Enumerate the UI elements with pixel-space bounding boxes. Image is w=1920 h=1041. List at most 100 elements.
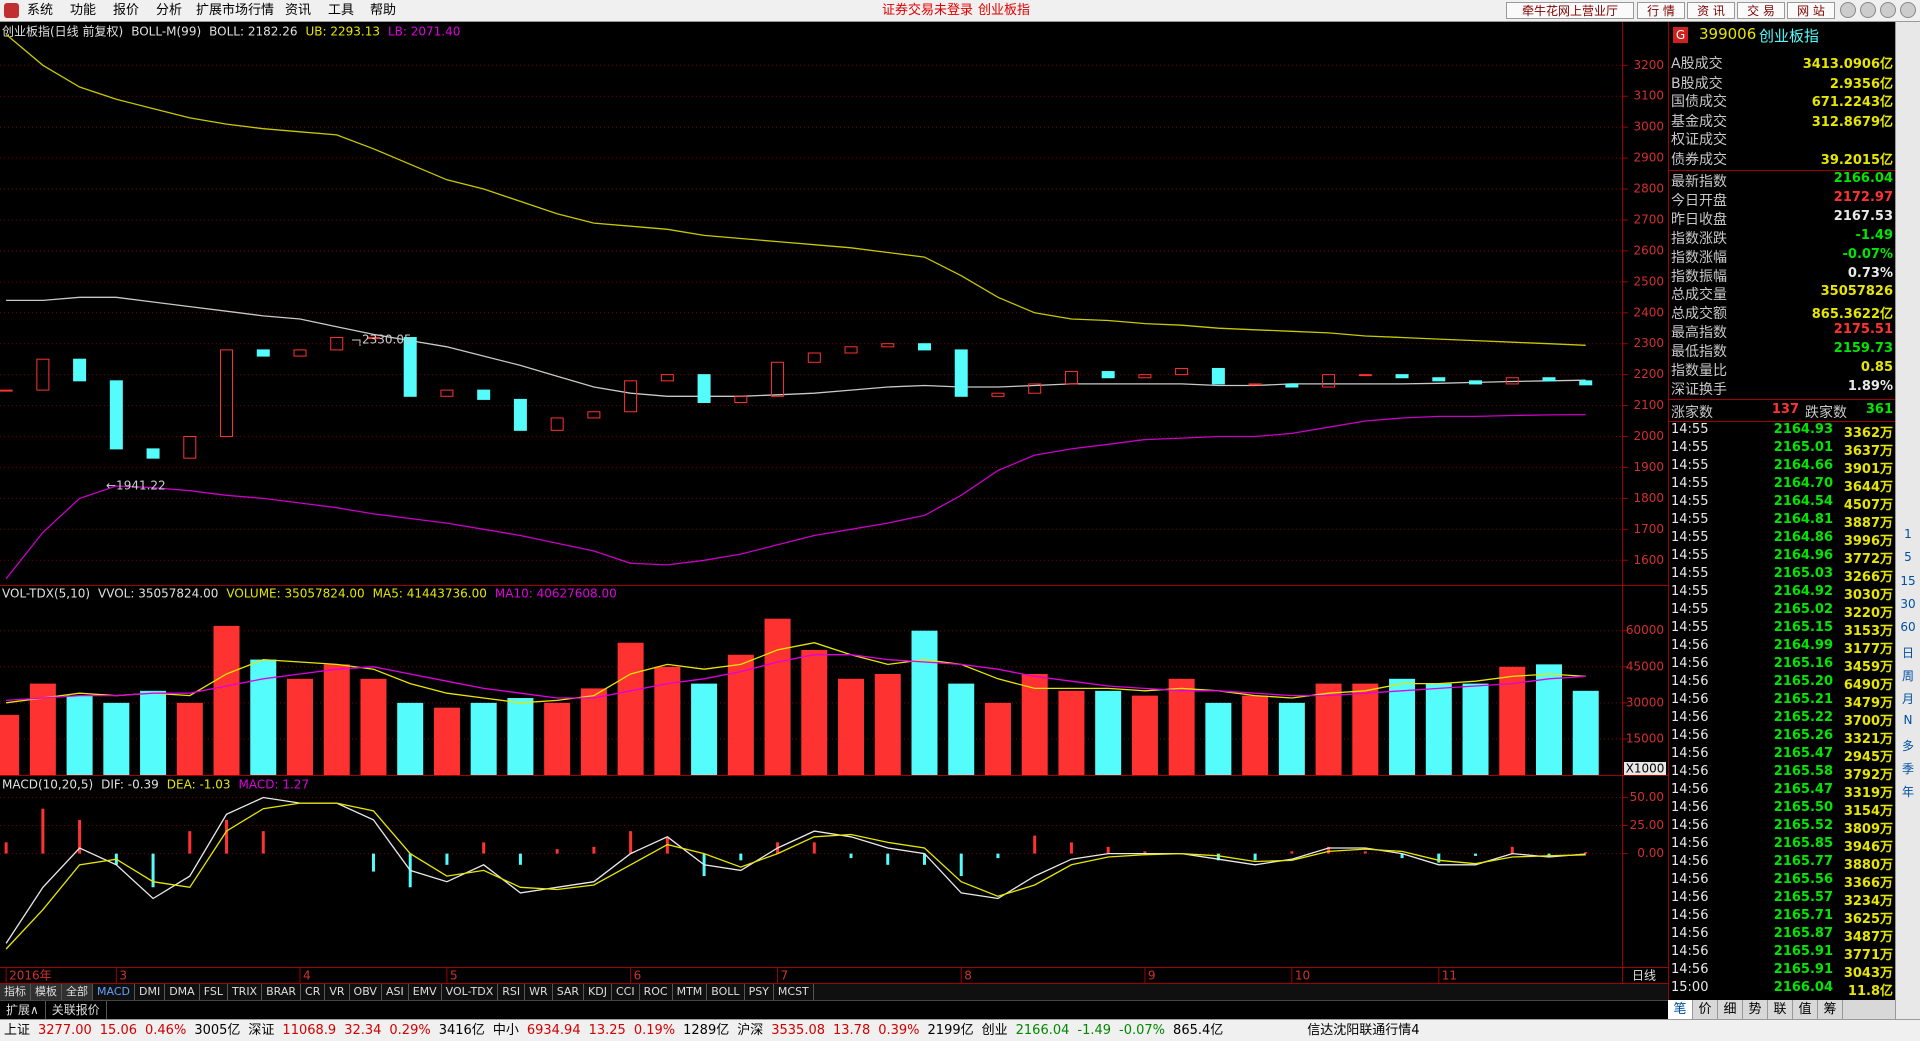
- menu-item[interactable]: 分析: [156, 3, 183, 18]
- period-button[interactable]: N: [1903, 713, 1913, 728]
- indicator-tab[interactable]: SAR: [553, 984, 585, 1000]
- indicator-tab[interactable]: CR: [301, 984, 326, 1000]
- maximize-button[interactable]: [1880, 2, 1896, 18]
- menu-item[interactable]: 报价: [113, 3, 140, 18]
- period-button[interactable]: 年: [1901, 785, 1914, 800]
- stat-value: 0.85: [1860, 360, 1893, 375]
- period-button[interactable]: 1: [1904, 527, 1912, 541]
- indicator-tab[interactable]: MCST: [774, 984, 814, 1000]
- menu-item[interactable]: 帮助: [370, 3, 397, 18]
- menu-item[interactable]: 扩展市场行情: [196, 3, 275, 18]
- close-button[interactable]: [1900, 2, 1916, 18]
- period-button[interactable]: 周: [1901, 668, 1914, 683]
- menu-item[interactable]: 系统: [27, 3, 54, 18]
- volume-bar: [103, 702, 130, 775]
- panel-tab[interactable]: 值: [1793, 1000, 1818, 1019]
- panel-tab[interactable]: 细: [1718, 1000, 1743, 1019]
- candle: [1138, 374, 1152, 379]
- indicator-tab[interactable]: RSI: [498, 984, 526, 1000]
- panel-tab[interactable]: 笔: [1668, 1000, 1693, 1019]
- indicator-tab[interactable]: WR: [525, 984, 553, 1000]
- indicator-tab[interactable]: EMV: [409, 984, 442, 1000]
- menu-item[interactable]: 功能: [70, 3, 97, 18]
- legend-text: UB: 2293.13: [305, 25, 380, 39]
- stat-value: -0.07%: [1842, 246, 1894, 262]
- indicator-tab[interactable]: 指标: [0, 984, 31, 1000]
- top-button[interactable]: 牵牛花网上营业厅: [1506, 2, 1634, 19]
- status-text: 沪深: [737, 1023, 764, 1038]
- period-button[interactable]: 30: [1900, 596, 1916, 611]
- period-button[interactable]: 60: [1900, 620, 1916, 635]
- tick-time: 14:55: [1671, 620, 1709, 635]
- indicator-tab[interactable]: MTM: [673, 984, 708, 1000]
- tick-volume: 3880万: [1843, 858, 1893, 873]
- tick-price: 2164.86: [1773, 530, 1833, 545]
- candle: [146, 448, 160, 459]
- login-notice: 证券交易未登录: [882, 3, 974, 18]
- period-button[interactable]: 15: [1900, 573, 1916, 588]
- status-text: 2199亿: [927, 1023, 974, 1038]
- indicator-tab[interactable]: DMA: [165, 984, 200, 1000]
- indicator-tab[interactable]: VOL-TDX: [442, 984, 499, 1000]
- minimize-button[interactable]: [1860, 2, 1876, 18]
- indicator-tab[interactable]: MACD: [93, 984, 135, 1000]
- candle: [366, 337, 380, 340]
- stat-value: 2167.53: [1833, 208, 1893, 224]
- indicator-tab[interactable]: KDJ: [584, 984, 612, 1000]
- quote-label: 债券成交: [1671, 152, 1727, 168]
- panel-tabs: 笔价细势联值筹: [1668, 1000, 1895, 1019]
- indicator-tab[interactable]: CCI: [612, 984, 640, 1000]
- stat-value: 2159.73: [1833, 341, 1893, 357]
- menu-item[interactable]: 工具: [328, 3, 355, 18]
- top-button[interactable]: 网 站: [1787, 2, 1835, 19]
- indicator-tab[interactable]: BOLL: [707, 984, 745, 1000]
- tick-volume: 3625万: [1843, 912, 1893, 927]
- legend-text: VOLUME: 35057824.00: [226, 587, 364, 601]
- y-tick-label: 2100: [1633, 398, 1664, 412]
- indicator-tab[interactable]: OBV: [350, 984, 382, 1000]
- period-button[interactable]: 日: [1901, 645, 1914, 660]
- indicator-tab[interactable]: PSY: [745, 984, 774, 1000]
- indicator-tab[interactable]: TRIX: [228, 984, 263, 1000]
- menu-item[interactable]: 资讯: [285, 3, 312, 18]
- candle: [1542, 377, 1556, 382]
- sub-tab[interactable]: 关联报价: [46, 1001, 107, 1019]
- top-button[interactable]: 资 讯: [1687, 2, 1735, 19]
- boll-upper: [5, 33, 1586, 346]
- top-button[interactable]: 交 易: [1737, 2, 1785, 19]
- tick-price: 2165.47: [1773, 782, 1833, 797]
- period-button[interactable]: 月: [1901, 692, 1914, 707]
- tick-volume: 3321万: [1843, 732, 1893, 747]
- indicator-tab[interactable]: FSL: [200, 984, 228, 1000]
- indicator-tab[interactable]: BRAR: [262, 984, 302, 1000]
- sub-tab[interactable]: 扩展∧: [0, 1001, 46, 1019]
- tick-time: 14:55: [1671, 548, 1709, 563]
- symbol-name: 创业板指: [1759, 27, 1820, 45]
- volume-bar: [1095, 690, 1122, 775]
- tick-price: 2165.57: [1773, 890, 1833, 905]
- indicator-tab[interactable]: ROC: [640, 984, 673, 1000]
- candle: [954, 349, 968, 397]
- volume-bar: [250, 659, 277, 775]
- indicator-tab[interactable]: DMI: [135, 984, 166, 1000]
- indicator-tab[interactable]: 全部: [62, 984, 93, 1000]
- panel-tab[interactable]: 联: [1768, 1000, 1793, 1019]
- period-button[interactable]: 多: [1901, 738, 1914, 753]
- help-button[interactable]: [1840, 2, 1856, 18]
- candle: [1064, 371, 1078, 385]
- indicator-tab[interactable]: 模板: [31, 984, 62, 1000]
- indicator-tab[interactable]: VR: [325, 984, 350, 1000]
- window-controls[interactable]: [1840, 2, 1918, 19]
- tick-volume: 3366万: [1843, 876, 1893, 891]
- period-button[interactable]: 季: [1901, 762, 1914, 776]
- period-button[interactable]: 5: [1904, 550, 1912, 565]
- indicator-tab[interactable]: ASI: [382, 984, 409, 1000]
- panel-tab[interactable]: 价: [1693, 1000, 1718, 1019]
- current-symbol: 创业板指: [978, 3, 1031, 18]
- top-button[interactable]: 行 情: [1637, 2, 1685, 19]
- panel-tab[interactable]: 势: [1743, 1000, 1768, 1019]
- boll-lower: [5, 413, 1586, 580]
- candle: [1028, 383, 1042, 394]
- panel-tab[interactable]: 筹: [1818, 1000, 1843, 1019]
- candle: [917, 343, 931, 351]
